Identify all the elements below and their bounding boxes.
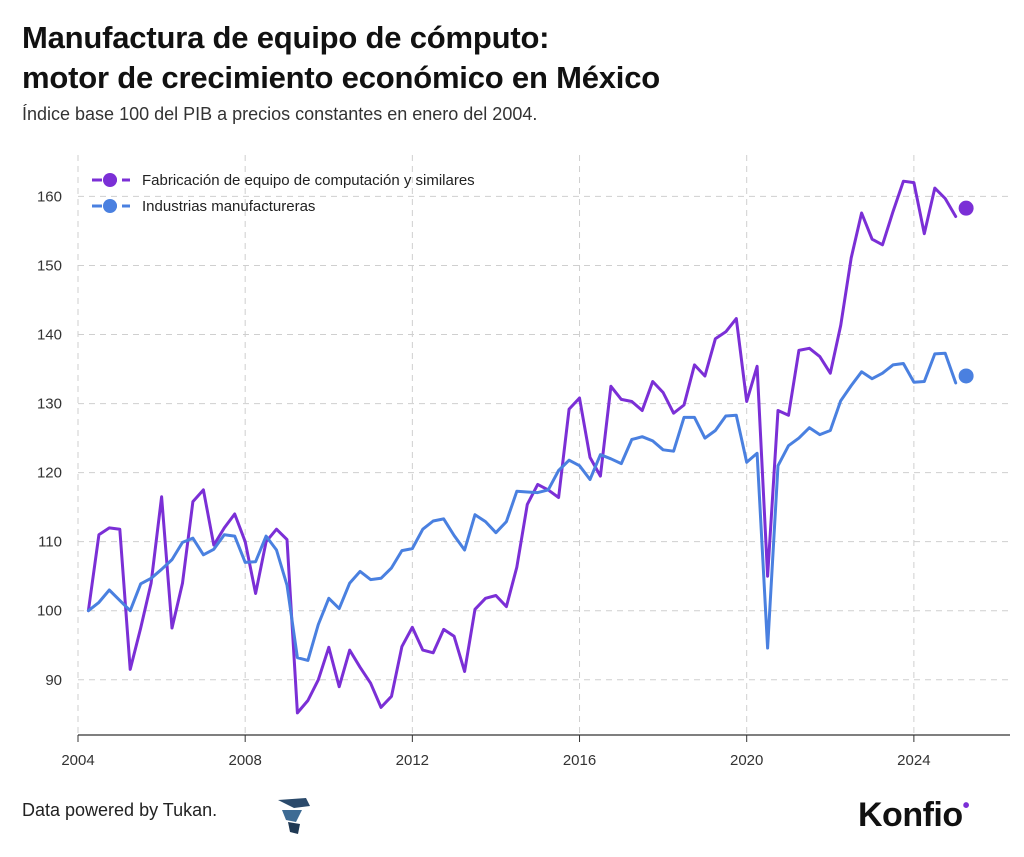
konfio-logo-wordmark: Konfio (858, 796, 963, 834)
series-line-0 (86, 179, 958, 715)
y-tick-label-140: 140 (37, 327, 62, 344)
tukan-logo-icon (278, 798, 310, 834)
legend-label-1: Industrias manufactureras (142, 198, 315, 215)
x-tick-label-2012: 2012 (396, 752, 429, 769)
series-last-point-0 (958, 200, 974, 216)
x-tick-label-2020: 2020 (730, 752, 763, 769)
series-lines (86, 179, 974, 715)
line-chart: 90 100 110 120 130 140 150 160 2004 2008 2012 2016 2… (37, 155, 1010, 769)
y-tick-label-160: 160 (37, 188, 62, 205)
series-line-1 (86, 351, 958, 662)
grid-lines (77, 155, 1010, 735)
konfio-logo: Konfio• (858, 795, 970, 835)
chart-subtitle: Índice base 100 del PIB a precios consta… (22, 104, 538, 124)
y-tick-label-100: 100 (37, 603, 62, 620)
chart-title-line-1: Manufactura de equipo de cómputo: (22, 20, 550, 55)
data-credit: Data powered by Tukan. (22, 800, 218, 820)
series-last-point-1 (958, 368, 974, 384)
legend-marker-1 (103, 199, 117, 213)
y-tick-label-130: 130 (37, 396, 62, 413)
axes: 90 100 110 120 130 140 150 160 2004 2008 2012 2016 2… (37, 188, 1010, 769)
y-tick-label-110: 110 (38, 534, 62, 551)
x-tick-label-2024: 2024 (897, 752, 930, 769)
legend: Fabricación de equipo de computación y s… (92, 172, 475, 215)
x-tick-label-2004: 2004 (61, 752, 94, 769)
y-tick-label-90: 90 (45, 672, 62, 689)
konfio-logo-dot: • (962, 795, 970, 817)
x-tick-label-2008: 2008 (228, 752, 261, 769)
chart-title-line-2: motor de crecimiento económico en México (22, 60, 660, 95)
chart-title: Manufactura de equipo de cómputo: motor … (22, 18, 660, 98)
x-tick-label-2016: 2016 (563, 752, 596, 769)
y-tick-label-120: 120 (37, 465, 62, 482)
legend-marker-0 (103, 173, 117, 187)
legend-label-0: Fabricación de equipo de computación y s… (142, 172, 475, 189)
y-tick-label-150: 150 (37, 257, 62, 274)
